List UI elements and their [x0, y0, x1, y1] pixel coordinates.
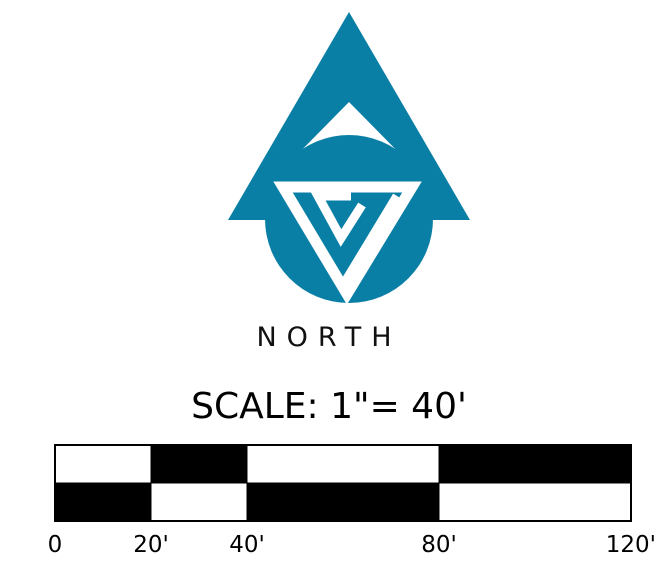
- scale-bar: [54, 444, 632, 522]
- north-label: NORTH: [256, 322, 402, 353]
- scale-cell-bottom-2: [246, 482, 440, 522]
- scale-cell-top-3: [438, 444, 632, 484]
- scale-tick-label: 20': [133, 532, 169, 558]
- monogram-inner-icon: [310, 191, 401, 285]
- scale-label: SCALE: 1"= 40': [191, 386, 467, 427]
- scale-cell-bottom-3: [438, 482, 632, 522]
- north-arrow-icon: [228, 12, 470, 305]
- scale-cell-bottom-1: [150, 482, 248, 522]
- monogram-icon: [273, 181, 422, 305]
- scale-tick-label: 0: [47, 532, 63, 558]
- scale-cell-bottom-0: [54, 482, 152, 522]
- scale-bar-frame: [54, 444, 632, 522]
- scale-cell-top-2: [246, 444, 440, 484]
- scale-cell-top-0: [54, 444, 152, 484]
- scale-tick-label: 40': [229, 532, 265, 558]
- scale-tick-label: 80': [421, 532, 457, 558]
- scale-cell-top-1: [150, 444, 248, 484]
- scale-tick-label: 120': [605, 532, 656, 558]
